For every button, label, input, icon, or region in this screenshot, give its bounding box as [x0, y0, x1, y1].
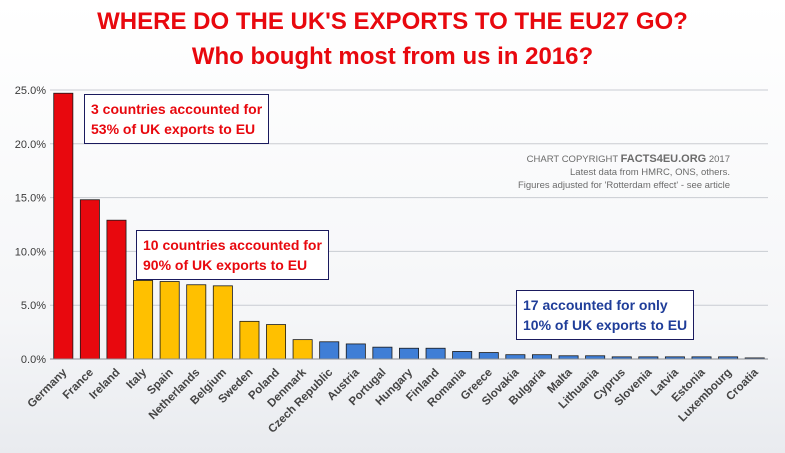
y-tick-label: 15.0% [15, 193, 46, 205]
bar-czech-republic [319, 341, 340, 360]
bar-hungary [399, 347, 419, 360]
bar-spain [159, 281, 180, 360]
bar-slovakia [505, 354, 526, 360]
y-tick-label: 0.0% [21, 354, 46, 366]
bar-portugal [372, 346, 393, 360]
rest-annotation-line1: 17 accounted for only [523, 297, 668, 313]
bar-ireland [106, 219, 127, 360]
rest-annotation: 17 accounted for only 10% of UK exports … [516, 290, 695, 340]
y-tick-label: 20.0% [15, 139, 46, 151]
copyright-year: 2017 [708, 154, 730, 165]
bar-italy [133, 280, 154, 360]
y-tick-label: 10.0% [15, 246, 46, 258]
top3-annotation: 3 countries accounted for 53% of UK expo… [84, 94, 270, 144]
bar-poland [266, 324, 287, 360]
data-source-note: Latest data from HMRC, ONS, others. [570, 167, 730, 178]
bar-netherlands [186, 284, 207, 360]
chart-title: WHERE DO THE UK'S EXPORTS TO THE EU27 GO… [97, 8, 688, 35]
bar-germany [53, 92, 74, 360]
top10-annotation: 10 countries accounted for 90% of UK exp… [136, 230, 329, 280]
bar-finland [425, 347, 446, 360]
top3-annotation-line2: 53% of UK exports to EU [91, 121, 256, 137]
copyright-brand: FACTS4EU.ORG [620, 153, 707, 165]
bar-france [79, 199, 100, 360]
x-tick-label: Germany [26, 366, 70, 410]
copyright-line: CHART COPYRIGHT FACTS4EU.ORG 2017 [500, 153, 730, 166]
bar-austria [345, 343, 366, 360]
bar-sweden [239, 320, 260, 360]
bar-denmark [292, 339, 313, 360]
bar-greece [478, 352, 499, 360]
copyright-prefix: CHART COPYRIGHT [526, 154, 618, 165]
rest-annotation-line2: 10% of UK exports to EU [523, 317, 688, 333]
rotterdam-note: Figures adjusted for 'Rotterdam effect' … [517, 180, 730, 191]
y-tick-label: 5.0% [21, 300, 46, 312]
bar-bulgaria [531, 354, 552, 360]
chart-subtitle: Who bought most from us in 2016? [191, 43, 594, 70]
bar-belgium [212, 285, 233, 360]
top10-annotation-line1: 10 countries accounted for [143, 237, 322, 253]
top10-annotation-line2: 90% of UK exports to EU [143, 257, 308, 273]
y-tick-label: 25.0% [15, 85, 46, 97]
bar-romania [452, 351, 473, 360]
top3-annotation-line1: 3 countries accounted for [91, 101, 263, 117]
